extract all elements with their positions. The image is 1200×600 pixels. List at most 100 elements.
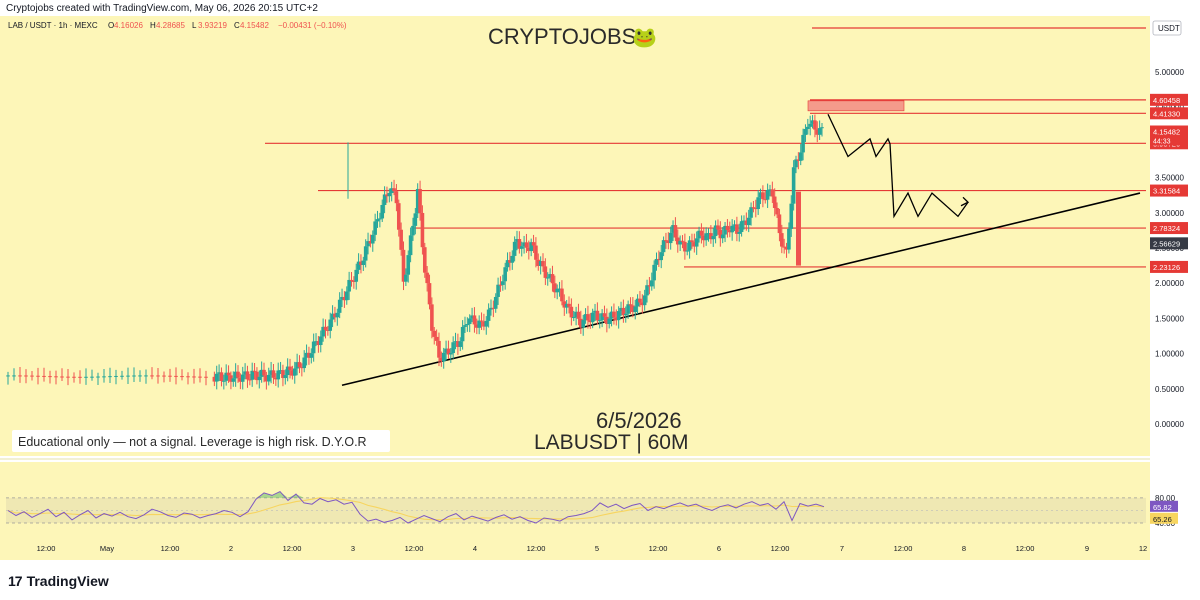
candle-body xyxy=(323,326,328,330)
candle-body xyxy=(730,225,734,233)
candle-body xyxy=(84,376,88,378)
candle-body xyxy=(815,129,820,135)
candle-body xyxy=(657,258,661,261)
candle-body xyxy=(60,376,64,378)
candle-body xyxy=(290,370,295,376)
candle-body xyxy=(687,240,692,251)
candle-body xyxy=(245,371,250,380)
ohlc-key-o: O xyxy=(108,21,114,30)
candle-body xyxy=(420,212,425,248)
candle-body xyxy=(716,225,720,230)
candle-body xyxy=(368,241,373,244)
candle-body xyxy=(295,362,299,369)
price-label: 3.31584 xyxy=(1153,187,1180,196)
candle-body xyxy=(746,217,751,226)
candle-body xyxy=(524,242,529,248)
rsi-value-label: 65.82 xyxy=(1153,503,1172,512)
candle-body xyxy=(283,375,288,379)
candle-body xyxy=(330,313,335,320)
y-tick-label: 0.00000 xyxy=(1155,420,1184,429)
candle-body xyxy=(30,375,34,377)
candle-body xyxy=(453,341,458,343)
brand-watermark: CRYPTOJOBS xyxy=(488,24,636,49)
candle-body xyxy=(352,281,356,283)
candle-body xyxy=(727,230,732,233)
candle-body xyxy=(304,352,309,358)
candle-body xyxy=(224,372,228,381)
candle-body xyxy=(288,366,292,371)
pair-annotation: LABUSDT | 60M xyxy=(534,431,688,454)
price-label-box xyxy=(1150,260,1188,273)
candle-body xyxy=(467,318,472,325)
disclaimer-text: Educational only — not a signal. Leverag… xyxy=(18,435,367,449)
candle-body xyxy=(668,232,673,244)
ohlc-value-h: 4.28685 xyxy=(156,21,185,30)
candle-body xyxy=(704,233,708,241)
candle-body xyxy=(168,375,172,377)
candle-body xyxy=(515,239,519,242)
candle-body xyxy=(378,218,382,220)
candle-body xyxy=(12,375,16,377)
candle-body xyxy=(522,242,526,247)
candle-body xyxy=(777,214,782,234)
candle-body xyxy=(42,375,46,377)
candle-body xyxy=(756,197,760,209)
candle-body xyxy=(536,259,541,266)
candle-body xyxy=(482,321,486,327)
candle-body xyxy=(508,260,512,263)
candle-body xyxy=(609,311,614,319)
candle-body xyxy=(444,348,448,353)
candle-body xyxy=(548,274,552,278)
candle-body xyxy=(626,304,630,314)
candle-body xyxy=(472,315,477,325)
candle-body xyxy=(120,375,124,377)
candle-body xyxy=(326,329,330,331)
candle-body xyxy=(285,366,290,376)
x-tick-label: 7 xyxy=(840,544,844,553)
candle-body xyxy=(259,369,264,377)
price-label: 2.23126 xyxy=(1153,263,1180,272)
candle-body xyxy=(394,191,399,204)
ohlc-value-c: 4.15482 xyxy=(240,21,269,30)
candle-body xyxy=(204,376,208,378)
candle-body xyxy=(671,225,675,233)
candle-body xyxy=(772,196,777,208)
candle-body xyxy=(803,129,808,135)
y-tick-label: 3.50000 xyxy=(1155,174,1184,183)
candle-body xyxy=(186,376,190,378)
candle-body xyxy=(574,311,578,318)
candle-body xyxy=(562,301,567,308)
ohlc-key-c: C xyxy=(234,21,240,30)
candle-body xyxy=(212,376,217,382)
candle-body xyxy=(126,375,130,377)
candle-body xyxy=(78,376,82,378)
candle-body xyxy=(597,320,602,322)
candle-body xyxy=(470,315,474,319)
candle-body xyxy=(418,188,422,213)
candle-body xyxy=(602,313,607,317)
candle-body xyxy=(567,303,571,307)
tradingview-branding[interactable]: 17 TradingView xyxy=(8,571,109,591)
candle-body xyxy=(654,258,659,265)
symbol-label: LAB / USDT · 1h · MEXC xyxy=(8,21,98,30)
candle-body xyxy=(664,240,668,242)
candle-body xyxy=(138,375,142,377)
candle-body xyxy=(344,291,349,301)
candle-body xyxy=(477,320,481,328)
candle-body xyxy=(723,225,727,235)
candle-body xyxy=(314,341,318,343)
candle-body xyxy=(564,303,569,308)
candle-body xyxy=(192,376,196,378)
candle-body xyxy=(763,199,768,201)
candle-body xyxy=(628,304,633,306)
candle-body xyxy=(281,370,285,379)
scenario-arrow-icon xyxy=(960,196,970,207)
candle-body xyxy=(144,375,148,377)
candle-body xyxy=(519,246,524,249)
x-tick-label: 12:00 xyxy=(527,544,546,553)
candle-body xyxy=(132,375,136,377)
x-tick-label: 12:00 xyxy=(649,544,668,553)
candle-body xyxy=(531,242,536,246)
candle-body xyxy=(274,377,278,380)
